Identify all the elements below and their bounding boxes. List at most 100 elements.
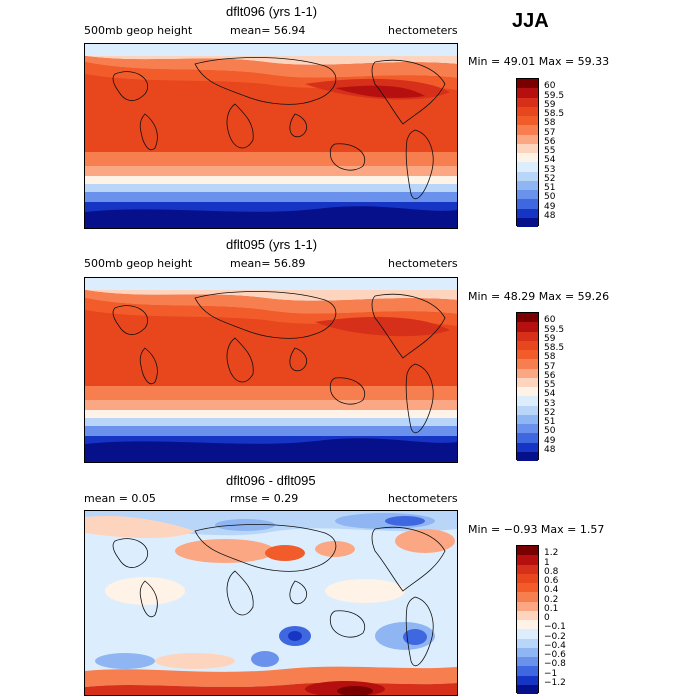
colorbar-level-label: −0.2 — [544, 631, 566, 642]
colorbar-swatch — [517, 350, 538, 360]
colorbar-level-label: 0.1 — [544, 603, 559, 614]
colorbar-level-label: 51 — [544, 417, 556, 427]
colorbar-level-label: 48 — [544, 210, 556, 221]
colorbar-swatch — [517, 657, 538, 667]
colorbar-swatch — [517, 629, 538, 639]
panel-2-minmax: Min = 48.29 Max = 59.26 — [468, 290, 610, 303]
colorbar-level-label: 48 — [544, 444, 556, 455]
colorbar-level-label: −1.2 — [544, 677, 566, 688]
colorbar-swatch — [517, 564, 538, 574]
colorbar-level-label: 56 — [544, 136, 556, 147]
colorbar-level-label: 55 — [544, 380, 556, 390]
colorbar-level-label: −1 — [544, 668, 558, 679]
panel-2-map-svg — [85, 278, 457, 462]
colorbar-swatch — [517, 666, 538, 676]
panel-3-minmax: Min = −0.93 Max = 1.57 — [468, 523, 605, 536]
panel-1-units-label: hectometers — [388, 24, 458, 37]
panel-2-field-label: 500mb geop height — [84, 257, 193, 270]
colorbar-swatch — [517, 675, 538, 685]
colorbar-level-label: 49 — [544, 435, 556, 446]
panel-1-field-label: 500mb geop height — [84, 24, 193, 37]
colorbar-swatch — [517, 424, 538, 434]
colorbar-swatch — [517, 340, 538, 350]
colorbar-swatch — [517, 106, 538, 116]
colorbar-level-label: 53 — [544, 164, 556, 175]
colorbar-level-label: 51 — [544, 183, 556, 193]
colorbar-swatch — [517, 116, 538, 126]
colorbar-swatch — [517, 88, 538, 98]
colorbar-level-label: 54 — [544, 389, 556, 400]
colorbar-level-label: 0.4 — [544, 585, 559, 596]
colorbar-swatch — [517, 359, 538, 369]
colorbar-swatch — [517, 555, 538, 565]
colorbar-swatch — [517, 368, 538, 378]
colorbar-level-label: 0.2 — [544, 594, 559, 605]
colorbar-swatch — [517, 451, 538, 461]
colorbar-swatch — [517, 313, 538, 323]
season-label: JJA — [512, 10, 549, 32]
panel-3-units-label: hectometers — [388, 492, 458, 505]
colorbar-swatch — [517, 125, 538, 135]
panel-3-colorbar-swatches — [516, 545, 539, 694]
colorbar-level-label: 59 — [544, 333, 556, 344]
panel-3-map — [84, 510, 458, 696]
panel-1-map — [84, 43, 458, 229]
colorbar-swatch — [517, 638, 538, 648]
panel-3-mean-label: mean = 0.05 — [84, 492, 156, 505]
colorbar-level-label: 1.2 — [544, 548, 559, 559]
panel-2-units-label: hectometers — [388, 257, 458, 270]
colorbar-level-label: 1 — [544, 557, 550, 568]
colorbar-swatch — [517, 620, 538, 630]
colorbar-level-label: 52 — [544, 173, 556, 184]
colorbar-level-label: 59.5 — [544, 324, 565, 335]
colorbar-swatch — [517, 592, 538, 602]
colorbar-swatch — [517, 79, 538, 89]
colorbar-swatch — [517, 684, 538, 694]
colorbar-level-label: 0.8 — [544, 566, 559, 577]
panel-1-map-svg — [85, 44, 457, 228]
colorbar-level-label: 59 — [544, 99, 556, 110]
colorbar-level-label: 57 — [544, 127, 556, 138]
colorbar-swatch — [517, 405, 538, 415]
panel-1-colorbar: 60 59.5 59 58.5 58 57 56 55 54 53 52 51 50 49 48 — [516, 78, 564, 227]
colorbar-swatch — [517, 414, 538, 424]
colorbar-swatch — [517, 162, 538, 172]
colorbar-level-label: 52 — [544, 407, 556, 418]
colorbar-level-label: 59.5 — [544, 90, 565, 101]
colorbar-swatch — [517, 433, 538, 443]
colorbar-level-label: 50 — [544, 192, 556, 203]
colorbar-swatch — [517, 322, 538, 332]
colorbar-level-label: 0.6 — [544, 576, 559, 586]
colorbar-level-label: 60 — [544, 81, 556, 92]
colorbar-level-label: 58.5 — [544, 109, 565, 119]
colorbar-swatch — [517, 208, 538, 218]
colorbar-swatch — [517, 377, 538, 387]
colorbar-level-label: 53 — [544, 398, 556, 409]
colorbar-swatch — [517, 601, 538, 611]
panel-3-map-svg — [85, 511, 457, 695]
colorbar-swatch — [517, 610, 538, 620]
colorbar-level-label: 56 — [544, 370, 556, 381]
colorbar-level-label: 49 — [544, 201, 556, 212]
colorbar-level-label: 50 — [544, 426, 556, 437]
colorbar-swatch — [517, 647, 538, 657]
colorbar-swatch — [517, 217, 538, 227]
colorbar-swatch — [517, 442, 538, 452]
colorbar-level-label: 58.5 — [544, 343, 565, 353]
colorbar-swatch — [517, 143, 538, 153]
panel-3-colorbar: 1.2 1 0.8 0.6 0.4 0.2 0.1 0 −0.1 −0.2 −0.4 −0.6 −0.8… — [516, 545, 566, 694]
panel-1-minmax: Min = 49.01 Max = 59.33 — [468, 55, 610, 68]
panel-2-map — [84, 277, 458, 463]
colorbar-level-label: 60 — [544, 315, 556, 326]
colorbar-level-label: 55 — [544, 146, 556, 156]
colorbar-level-label: 58 — [544, 352, 556, 363]
colorbar-swatch — [517, 97, 538, 107]
colorbar-swatch — [517, 190, 538, 200]
colorbar-level-label: −0.6 — [544, 650, 566, 660]
panel-3-title: dflt096 - dflt095 — [226, 473, 316, 488]
colorbar-level-label: 58 — [544, 118, 556, 129]
panel-1-title: dflt096 (yrs 1-1) — [226, 4, 318, 19]
colorbar-swatch — [517, 134, 538, 144]
panel-2-title: dflt095 (yrs 1-1) — [226, 237, 318, 252]
colorbar-swatch — [517, 171, 538, 181]
